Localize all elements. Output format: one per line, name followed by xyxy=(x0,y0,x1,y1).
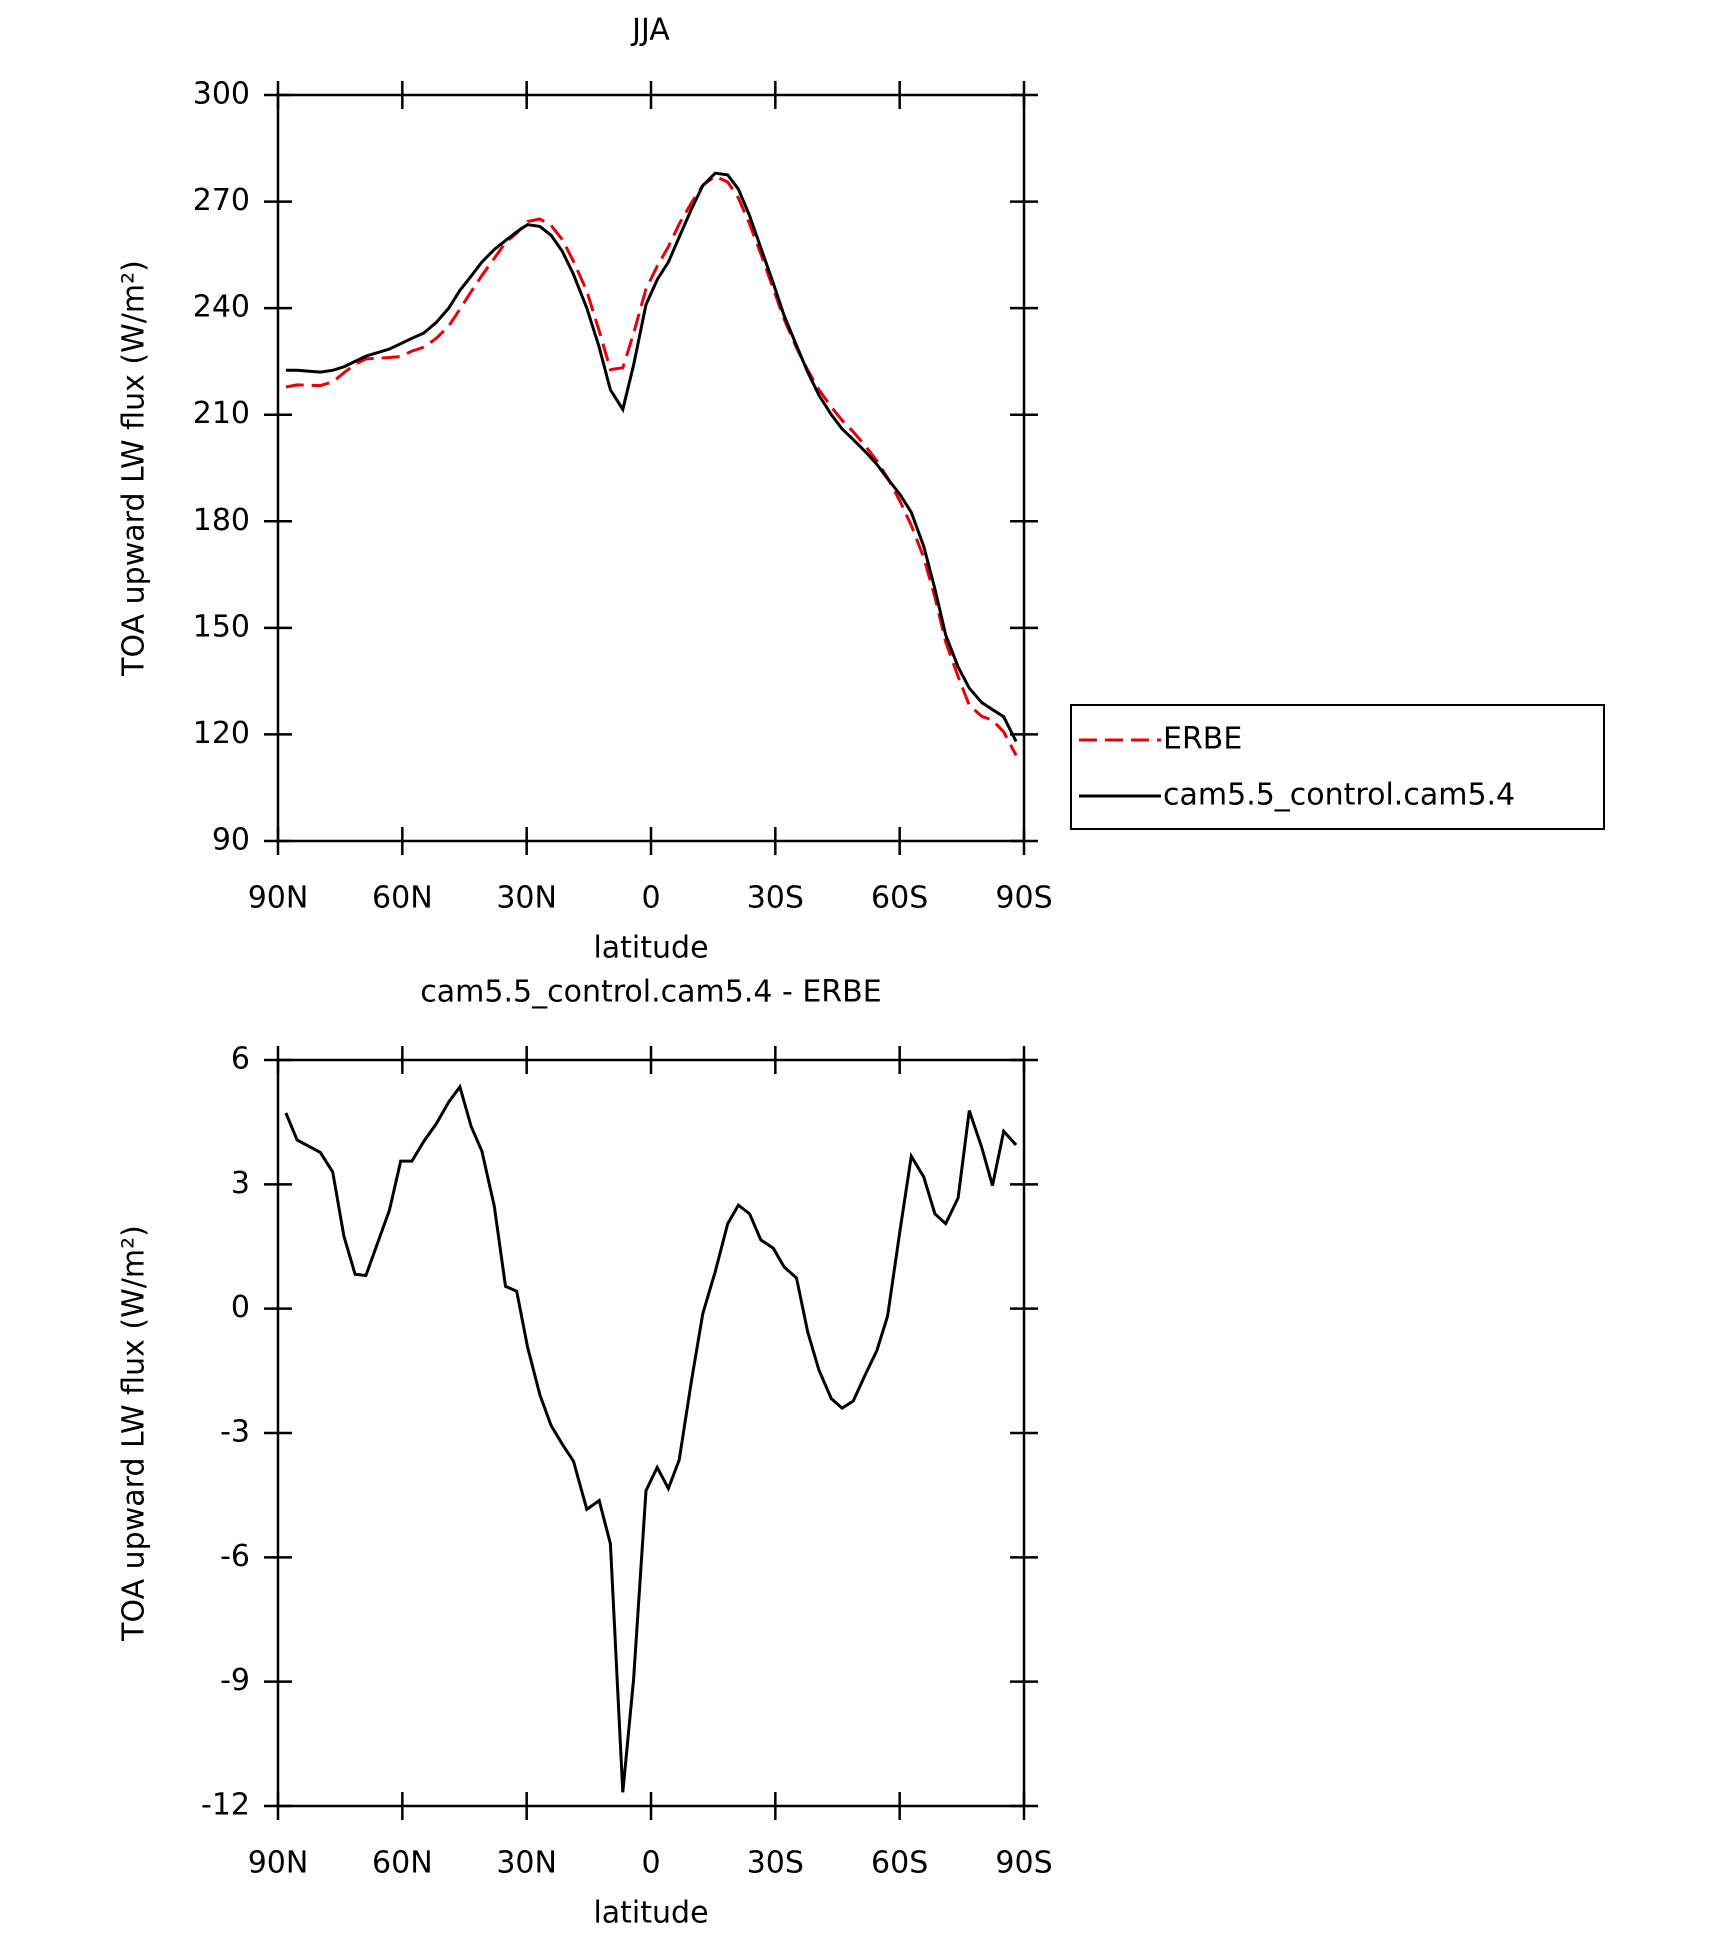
x-tick-label: 90N xyxy=(248,881,309,916)
x-tick-label: 30N xyxy=(496,1846,557,1881)
y-tick-label: 300 xyxy=(193,77,250,112)
data-line xyxy=(285,171,1018,743)
y-tick-label: 240 xyxy=(193,290,250,325)
y-tick-label: 180 xyxy=(193,503,250,538)
y-tick-label: 3 xyxy=(231,1166,250,1201)
plot-frame xyxy=(276,93,1026,843)
y-tick-label: -9 xyxy=(220,1663,250,1698)
chart: JJA 90 120 150 180 210 240 270 300 90N 60N 30N 0 30S 6… xyxy=(117,13,1605,966)
x-tick-label: 30N xyxy=(496,881,557,916)
x-axis-label: latitude xyxy=(593,1896,708,1931)
plot-frame xyxy=(276,1058,1026,1808)
x-tick-label: 90S xyxy=(995,1846,1052,1881)
y-tick-label: -3 xyxy=(220,1415,250,1450)
x-tick-label: 60N xyxy=(372,1846,433,1881)
x-tick-label: 60S xyxy=(871,881,928,916)
x-tick-label: 0 xyxy=(641,881,660,916)
y-tick-label: 150 xyxy=(193,609,250,644)
y-tick-label: 270 xyxy=(193,183,250,218)
x-tick-label: 60S xyxy=(871,1846,928,1881)
y-tick-label: 0 xyxy=(231,1290,250,1325)
x-tick-label: 30S xyxy=(747,881,804,916)
y-axis-label: TOA upward LW flux (W/m²) xyxy=(117,260,152,677)
x-tick-label: 60N xyxy=(372,881,433,916)
x-tick-label: 90S xyxy=(995,881,1052,916)
chart: cam5.5_control.cam5.4 - ERBE -12 -9 -6 -3 0 3 6… xyxy=(117,975,1053,1931)
x-tick-label: 30S xyxy=(747,1846,804,1881)
y-tick-label: 210 xyxy=(193,396,250,431)
y-axis-label: TOA upward LW flux (W/m²) xyxy=(117,1225,152,1642)
y-tick-label: -12 xyxy=(201,1788,250,1823)
data-line xyxy=(284,1083,1018,1793)
legend-label: ERBE xyxy=(1163,722,1242,757)
legend-label: cam5.5_control.cam5.4 xyxy=(1163,778,1515,813)
x-tick-label: 0 xyxy=(641,1846,660,1881)
data-line xyxy=(285,174,1018,757)
legend-box xyxy=(1070,704,1605,830)
y-tick-label: 90 xyxy=(212,823,250,858)
x-tick-label: 90N xyxy=(248,1846,309,1881)
chart-title: cam5.5_control.cam5.4 - ERBE xyxy=(420,975,881,1010)
y-tick-label: 6 xyxy=(231,1042,250,1077)
chart-title: JJA xyxy=(630,13,670,48)
y-tick-label: -6 xyxy=(220,1539,250,1574)
x-axis-label: latitude xyxy=(593,931,708,966)
y-tick-label: 120 xyxy=(193,716,250,751)
